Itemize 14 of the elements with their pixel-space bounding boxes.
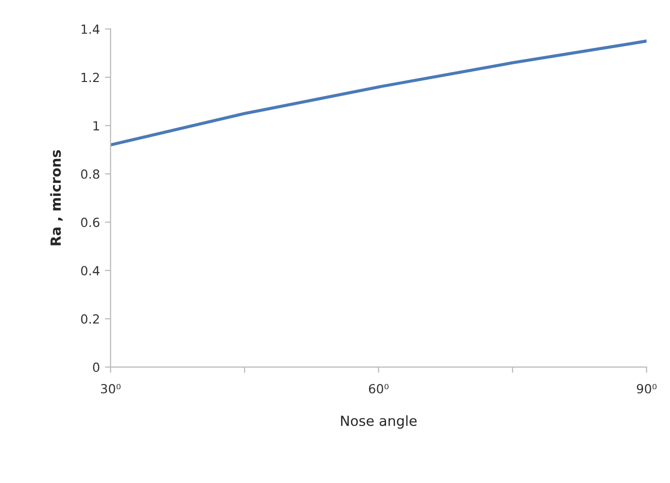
x-tick-label: 30⁰: [101, 384, 121, 394]
y-tick-label: 1: [94, 121, 99, 130]
y-tick-label: 0.4: [81, 266, 100, 276]
y-tick-label: 0.6: [81, 218, 100, 228]
y-axis-title: Ra , microns: [50, 150, 63, 246]
x-tick-label: 90⁰: [636, 384, 657, 394]
y-tick-label: 1.2: [82, 72, 99, 82]
y-tick-label: 0: [93, 362, 100, 372]
y-tick-label: 1.4: [82, 24, 100, 34]
y-tick-label: 0.8: [81, 169, 100, 179]
line-series: [110, 40, 647, 146]
x-axis-title: Nose angle: [341, 415, 417, 429]
y-tick-label: 0.2: [81, 314, 99, 324]
x-tick-label: 60⁰: [368, 384, 389, 394]
